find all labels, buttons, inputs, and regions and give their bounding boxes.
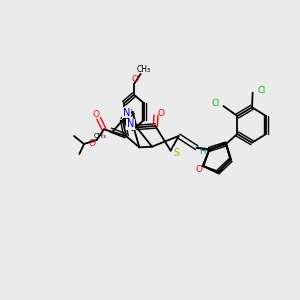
Text: Cl: Cl — [257, 86, 266, 95]
Text: H: H — [200, 147, 206, 156]
Text: N: N — [123, 108, 130, 118]
Text: N: N — [127, 119, 134, 129]
Text: O: O — [196, 164, 203, 173]
Text: S: S — [173, 148, 178, 157]
Text: N: N — [124, 109, 131, 118]
Text: O: O — [92, 110, 99, 119]
Text: CH₃: CH₃ — [94, 133, 107, 139]
Text: CH₃: CH₃ — [136, 65, 151, 74]
Text: Cl: Cl — [211, 100, 220, 109]
Text: N: N — [128, 121, 135, 130]
Text: S: S — [174, 148, 180, 158]
Text: O: O — [88, 139, 95, 148]
Text: O: O — [131, 76, 139, 85]
Text: O: O — [158, 109, 164, 118]
